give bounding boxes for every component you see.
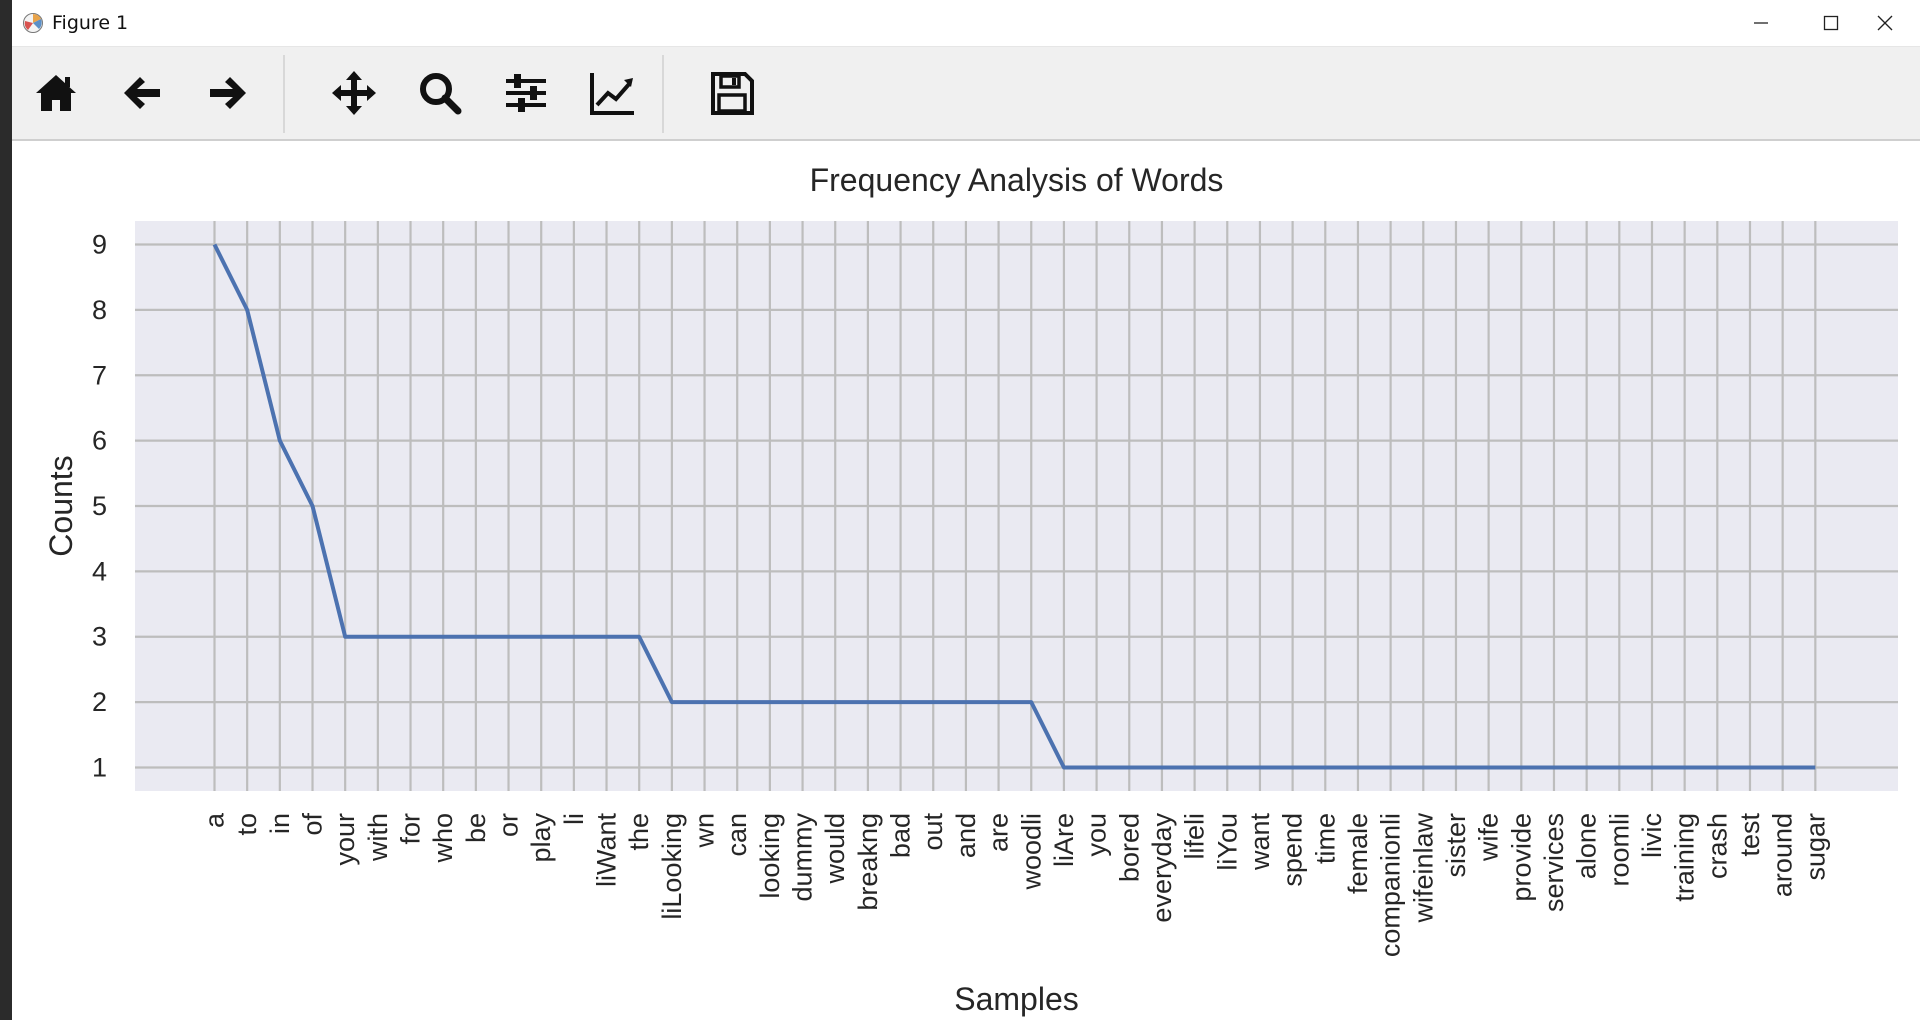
y-tick-label: 8 [92, 295, 107, 325]
window-title: Figure 1 [52, 12, 129, 34]
forward-button[interactable] [198, 63, 258, 123]
x-tick-label: roomli [1604, 813, 1634, 887]
line-chart-icon [590, 73, 634, 115]
x-tick-label: in [265, 813, 295, 834]
x-tick-label: sugar [1800, 813, 1830, 881]
x-tick-label: bored [1114, 813, 1144, 882]
close-button[interactable] [1850, 0, 1920, 46]
x-tick-label: bad [886, 813, 916, 858]
x-tick-label: liAre [1049, 813, 1079, 867]
back-button[interactable] [112, 63, 172, 123]
x-tick-label: everyday [1147, 813, 1177, 923]
navigation-toolbar [12, 47, 1920, 141]
x-tick-label: livic [1637, 813, 1667, 858]
x-tick-label: liLooking [657, 813, 687, 920]
arrow-right-icon [210, 77, 246, 109]
figure-window: Figure 1 [12, 0, 1920, 1020]
x-tick-label: want [1245, 813, 1275, 872]
x-tick-label: provide [1506, 813, 1536, 902]
x-tick-label: around [1768, 813, 1798, 897]
x-tick-label: woodli [1016, 813, 1046, 891]
x-tick-label: alone [1572, 813, 1602, 879]
x-tick-label: with [363, 813, 393, 862]
x-tick-label: crash [1702, 813, 1732, 879]
magnifier-icon [420, 73, 462, 115]
x-tick-label: companionli [1376, 813, 1406, 957]
x-tick-label: of [298, 813, 328, 836]
maximize-icon [1823, 15, 1839, 31]
x-tick-label: training [1670, 813, 1700, 902]
subplots-button[interactable] [496, 63, 556, 123]
floppy-disk-icon [711, 72, 754, 115]
pan-button[interactable] [324, 63, 384, 123]
arrow-left-icon [124, 77, 160, 109]
x-tick-label: wife [1474, 813, 1504, 862]
y-axis: 1 2 3 4 5 6 7 8 9 [92, 230, 107, 783]
y-tick-label: 7 [92, 360, 107, 390]
x-tick-label: for [396, 813, 426, 845]
x-tick-label: can [722, 813, 752, 857]
x-tick-label: the [624, 813, 654, 851]
toolbar-separator [662, 55, 664, 133]
move-icon [332, 71, 376, 115]
y-tick-label: 1 [92, 752, 107, 782]
toolbar-separator [283, 55, 285, 133]
x-tick-label: out [918, 813, 948, 851]
axes-edit-button[interactable] [582, 63, 642, 123]
x-tick-label: be [461, 813, 491, 843]
close-icon [1877, 15, 1893, 31]
x-tick-label: spend [1278, 813, 1308, 887]
x-axis: a to in of your with for who be or play li liWant the… [200, 812, 1831, 957]
x-tick-label: play [526, 813, 556, 863]
x-tick-label: a [200, 812, 230, 828]
x-tick-label: are [984, 813, 1014, 852]
y-axis-label: Counts [43, 455, 79, 556]
x-tick-label: wn [690, 813, 720, 849]
zoom-button[interactable] [410, 63, 470, 123]
x-tick-label: lifeli [1180, 813, 1210, 860]
background-window-edge [0, 0, 12, 1020]
y-tick-label: 3 [92, 622, 107, 652]
x-tick-label: or [494, 813, 524, 837]
home-icon [36, 75, 76, 111]
series-line [212, 243, 1816, 770]
x-axis-label: Samples [954, 981, 1079, 1017]
x-tick-label: would [820, 813, 850, 885]
x-tick-label: looking [755, 813, 785, 899]
y-tick-label: 2 [92, 687, 107, 717]
x-tick-label: who [428, 813, 458, 864]
y-tick-label: 9 [92, 230, 107, 260]
home-button[interactable] [26, 63, 86, 123]
matplotlib-logo-icon [23, 13, 43, 33]
x-tick-label: you [1082, 813, 1112, 857]
x-tick-label: to [232, 813, 262, 836]
x-tick-label: female [1343, 813, 1373, 894]
x-tick-label: your [330, 813, 360, 866]
maximize-button[interactable] [1796, 0, 1866, 46]
x-tick-label: wifeinlaw [1408, 813, 1438, 924]
y-tick-label: 6 [92, 426, 107, 456]
x-tick-label: dummy [788, 813, 818, 902]
y-tick-label: 4 [92, 556, 107, 586]
x-tick-label: liYou [1212, 813, 1242, 871]
x-tick-label: time [1310, 813, 1340, 864]
chart-title: Frequency Analysis of Words [810, 162, 1224, 198]
x-tick-label: li [559, 813, 589, 825]
x-tick-label: liWant [592, 813, 622, 888]
x-tick-label: and [951, 813, 981, 858]
save-button[interactable] [702, 63, 762, 123]
x-tick-label: breakng [853, 813, 883, 911]
x-tick-label: sister [1441, 813, 1471, 878]
minimize-icon [1754, 22, 1768, 24]
x-tick-label: test [1735, 813, 1765, 857]
sliders-icon [506, 74, 546, 112]
x-tick-label: services [1539, 813, 1569, 912]
y-tick-label: 5 [92, 491, 107, 521]
minimize-button[interactable] [1726, 0, 1796, 46]
title-bar: Figure 1 [12, 0, 1920, 47]
